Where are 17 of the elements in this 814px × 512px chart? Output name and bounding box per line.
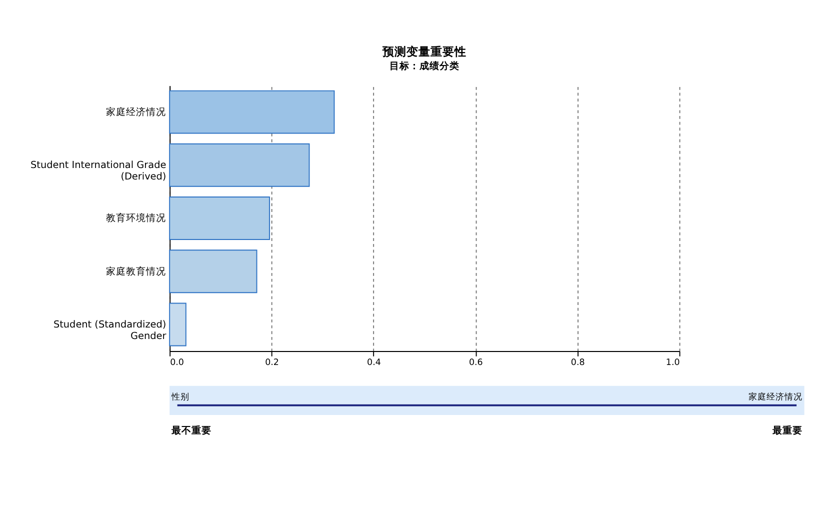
x-tick-label: 0.4 — [367, 358, 382, 368]
chart-title: 预测变量重要性 — [381, 44, 466, 58]
x-tick-label: 1.0 — [666, 358, 680, 368]
y-tick-label: 教育环境情况 — [106, 212, 166, 224]
text: 家庭经济情况 — [748, 391, 802, 402]
y-tick-label: Student International Grade (Derived) — [30, 160, 166, 183]
x-tick-label: 0.6 — [468, 358, 483, 368]
y-tick-label: 家庭教育情况 — [106, 265, 166, 278]
x-tick-label: 0.8 — [570, 358, 585, 368]
text: 最不重要 — [170, 424, 212, 436]
y-tick-label: 家庭经济情况 — [106, 106, 166, 118]
x-tick-label: 0.2 — [265, 358, 279, 368]
text: 最重要 — [771, 424, 802, 436]
y-tick-label: Student (Standardized) Gender — [53, 319, 166, 342]
chart-subtitle: 目标：成绩分类 — [389, 60, 460, 72]
text: 性别 — [170, 391, 190, 402]
x-tick-label: 0.0 — [170, 358, 184, 368]
